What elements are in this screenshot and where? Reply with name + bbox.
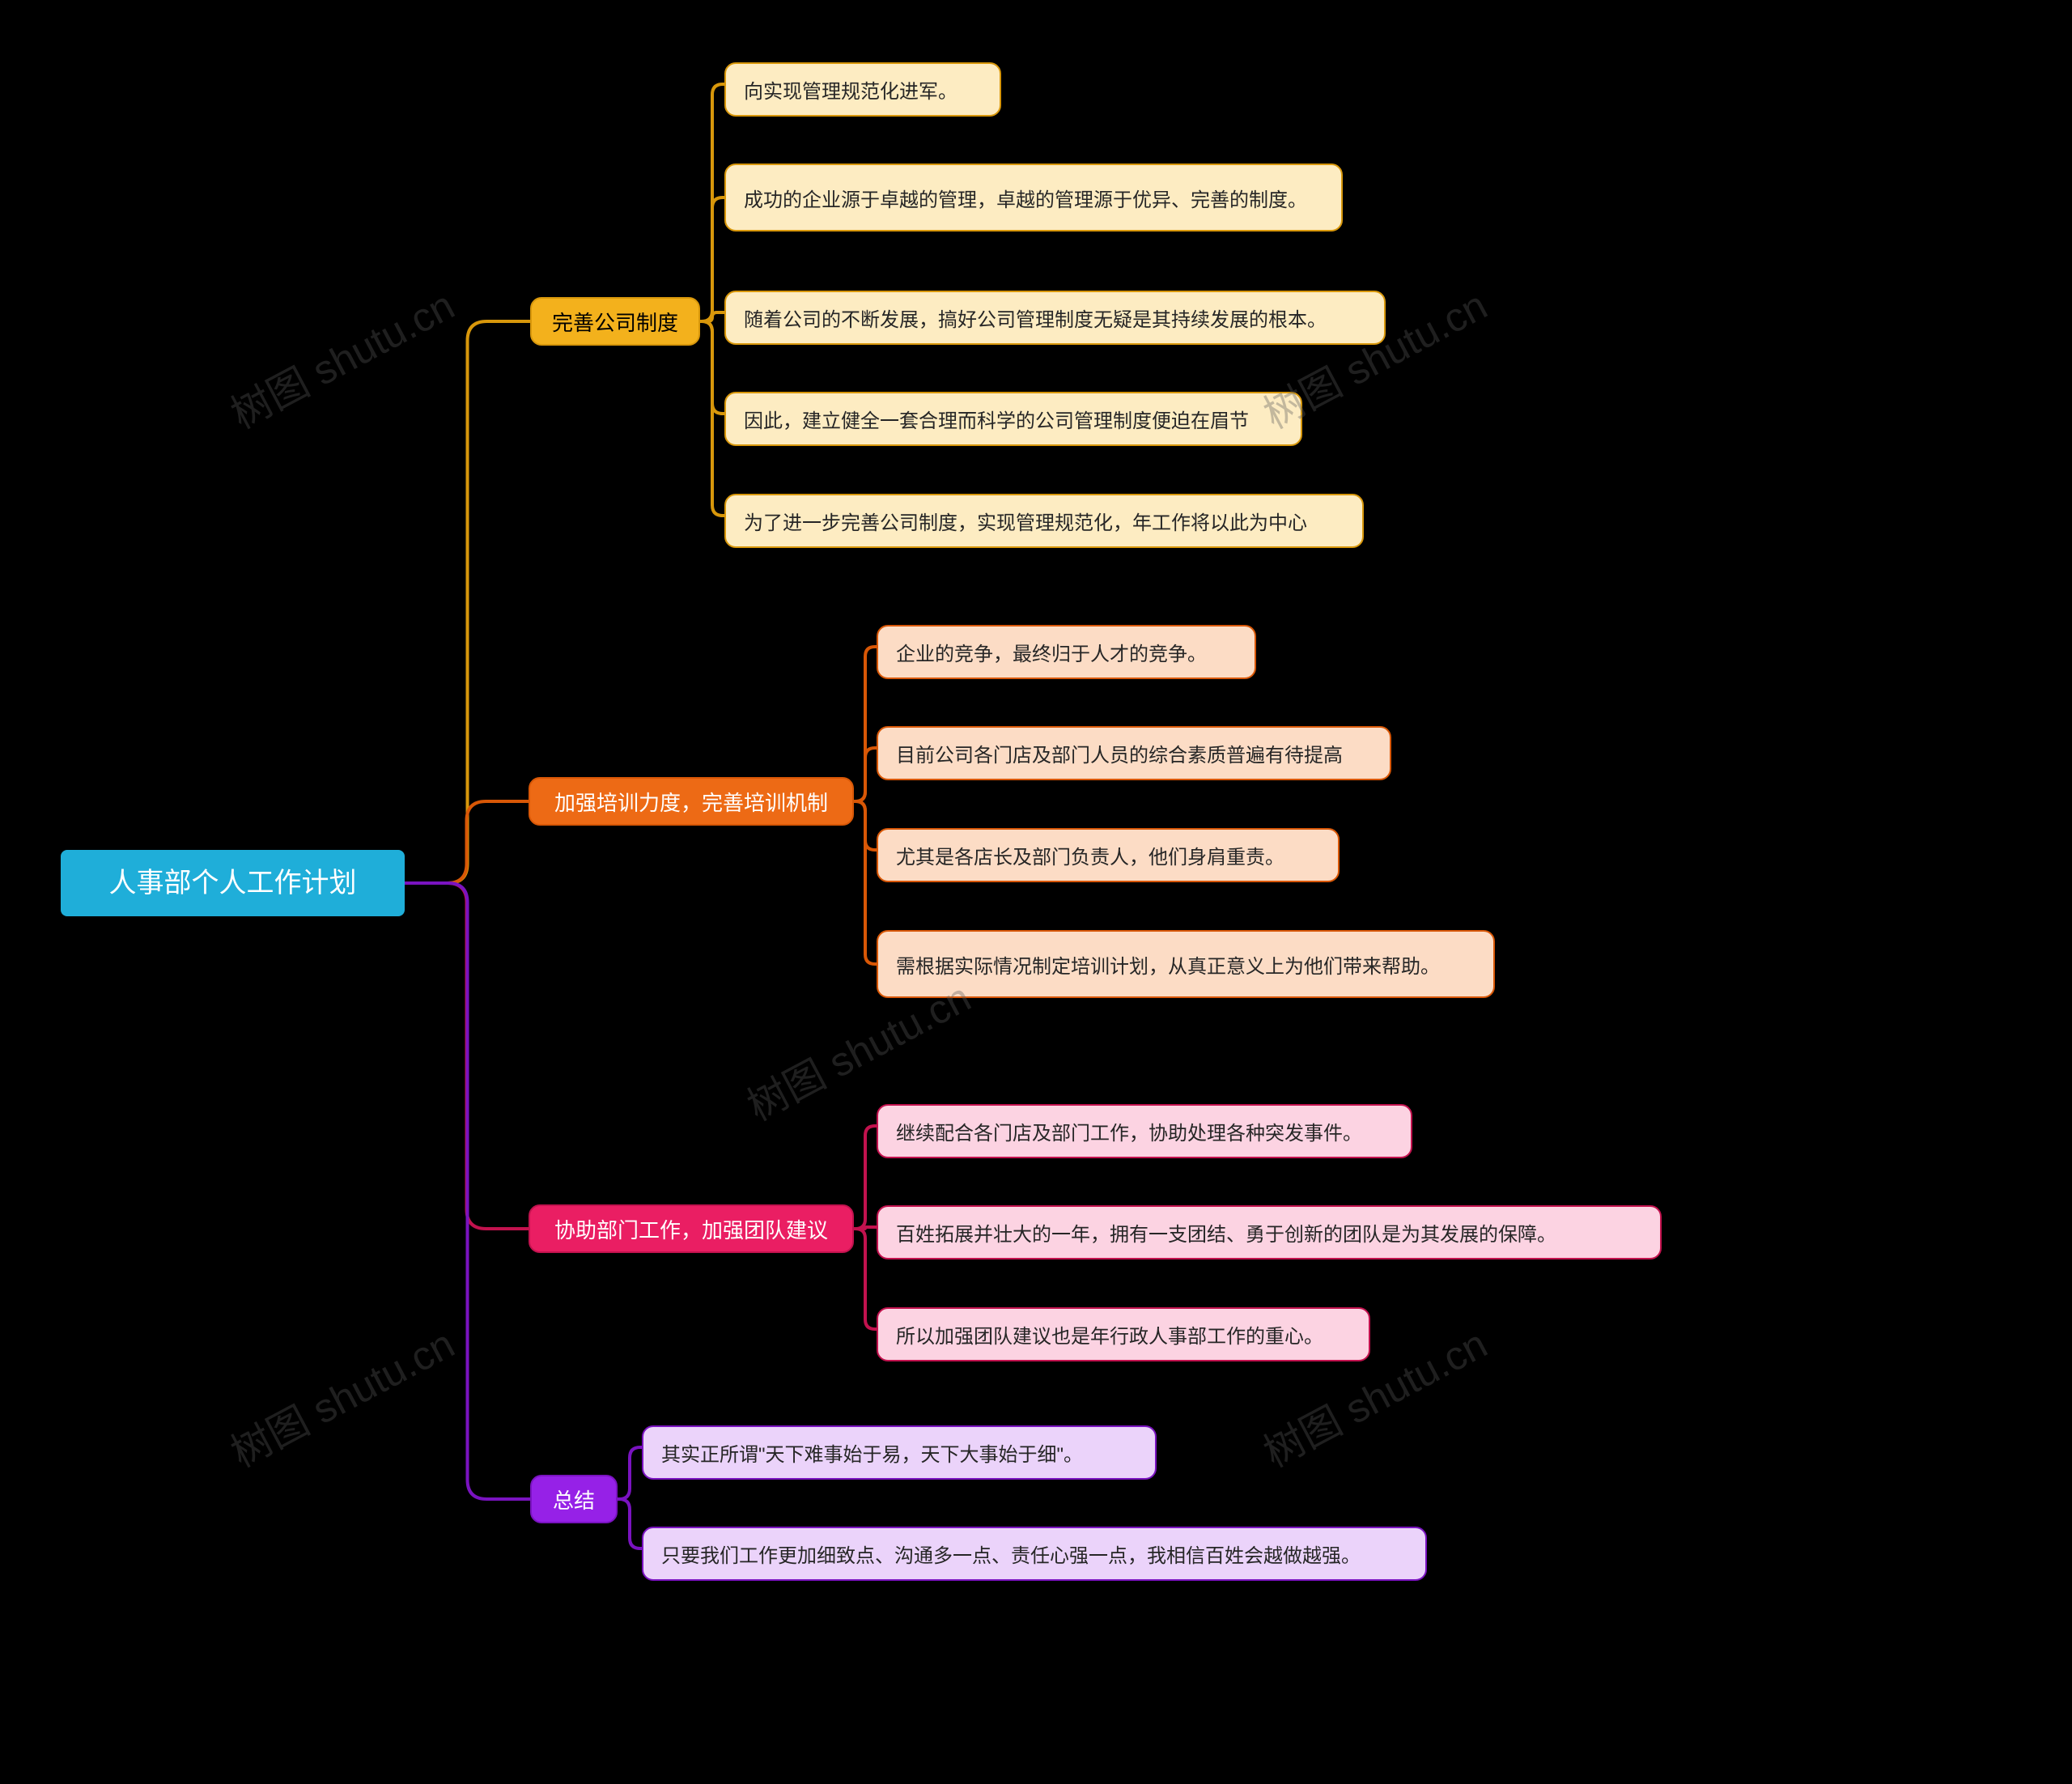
leaf-node[interactable]: 需根据实际情况制定培训计划，从真正意义上为他们带来帮助。 bbox=[877, 930, 1495, 998]
connector bbox=[700, 198, 724, 321]
mindmap-canvas: 人事部个人工作计划 完善公司制度 向实现管理规范化进军。成功的企业源于卓越的管理，… bbox=[0, 0, 2072, 1784]
leaf-node[interactable]: 成功的企业源于卓越的管理，卓越的管理源于优异、完善的制度。 bbox=[724, 164, 1343, 231]
connector bbox=[854, 801, 877, 964]
leaf-node[interactable]: 目前公司各门店及部门人员的综合素质普遍有待提高 bbox=[877, 726, 1391, 780]
branch-node[interactable]: 协助部门工作，加强团队建议 bbox=[529, 1204, 854, 1253]
leaf-node[interactable]: 尤其是各店长及部门负责人，他们身肩重责。 bbox=[877, 828, 1340, 882]
leaf-node[interactable]: 因此，建立健全一套合理而科学的公司管理制度便迫在眉节 bbox=[724, 392, 1302, 446]
connector bbox=[700, 321, 724, 516]
connector bbox=[854, 1126, 877, 1229]
connector bbox=[854, 1229, 877, 1329]
leaf-node[interactable]: 百姓拓展并壮大的一年，拥有一支团结、勇于创新的团队是为其发展的保障。 bbox=[877, 1205, 1662, 1259]
branch-node[interactable]: 总结 bbox=[530, 1475, 618, 1523]
branch-node[interactable]: 加强培训力度，完善培训机制 bbox=[529, 777, 854, 826]
connector bbox=[405, 321, 530, 883]
connector bbox=[618, 1447, 642, 1499]
leaf-node[interactable]: 向实现管理规范化进军。 bbox=[724, 62, 1001, 117]
root-node[interactable]: 人事部个人工作计划 bbox=[61, 850, 405, 916]
leaf-node[interactable]: 其实正所谓"天下难事始于易，天下大事始于细"。 bbox=[642, 1425, 1157, 1480]
leaf-node[interactable]: 所以加强团队建议也是年行政人事部工作的重心。 bbox=[877, 1307, 1370, 1361]
branch-node[interactable]: 完善公司制度 bbox=[530, 297, 700, 346]
leaf-node[interactable]: 为了进一步完善公司制度，实现管理规范化，年工作将以此为中心 bbox=[724, 494, 1364, 548]
connector bbox=[405, 883, 530, 1499]
connector bbox=[405, 801, 529, 883]
leaf-node[interactable]: 企业的竞争，最终归于人才的竞争。 bbox=[877, 625, 1256, 679]
leaf-node[interactable]: 随着公司的不断发展，搞好公司管理制度无疑是其持续发展的根本。 bbox=[724, 291, 1386, 345]
leaf-node[interactable]: 只要我们工作更加细致点、沟通多一点、责任心强一点，我相信百姓会越做越强。 bbox=[642, 1527, 1427, 1581]
connector bbox=[618, 1499, 642, 1548]
leaf-node[interactable]: 继续配合各门店及部门工作，协助处理各种突发事件。 bbox=[877, 1104, 1412, 1158]
connector bbox=[854, 748, 877, 801]
